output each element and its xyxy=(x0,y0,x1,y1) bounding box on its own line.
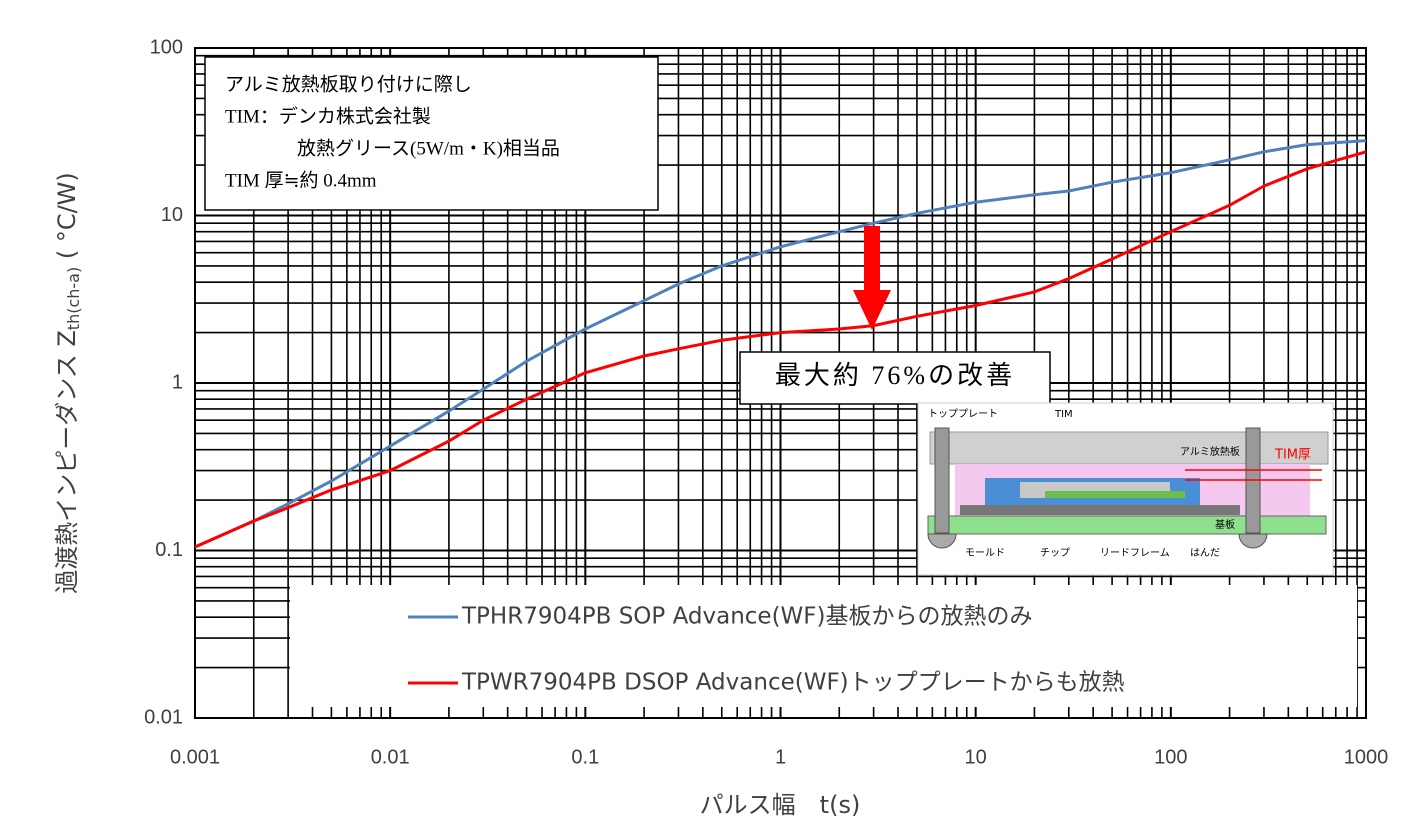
x-tick-label: 0.1 xyxy=(571,746,599,768)
inset-label: アルミ放熱板 xyxy=(1180,445,1240,458)
y-tick-label: 0.01 xyxy=(144,706,183,728)
annotation-line: TIM 厚≒約 0.4mm xyxy=(225,169,377,191)
y-axis-title-sub: th(ch-a) xyxy=(64,267,83,330)
lead-frame xyxy=(960,505,1240,515)
inset-label: トッププレート xyxy=(928,408,998,420)
x-tick-label: 0.01 xyxy=(371,746,410,768)
inset-label: 基板 xyxy=(1215,518,1235,531)
annotation-line: アルミ放熱板取り付けに際し xyxy=(225,73,472,95)
x-tick-label: 0.001 xyxy=(170,746,220,768)
inset-label: リードフレーム xyxy=(1100,547,1170,559)
y-axis-title-unit: ( °C/W) xyxy=(53,172,81,267)
inset-diagram: トッププレート TIM アルミ放熱板 TIM厚 基板 モールド チップ リードフ… xyxy=(918,403,1333,575)
arrow-shaft xyxy=(864,226,880,292)
x-tick-label: 1 xyxy=(775,746,786,768)
screw xyxy=(935,428,949,533)
legend-label: TPHR7904PB SOP Advance(WF)基板からの放熱のみ xyxy=(461,604,1033,630)
y-tick-label: 10 xyxy=(161,204,183,226)
inset-label: はんだ xyxy=(1190,547,1220,559)
y-tick-label: 1 xyxy=(172,371,183,393)
x-axis-title: パルス幅 t(s) xyxy=(700,791,861,819)
board xyxy=(928,516,1326,534)
x-tick-label: 100 xyxy=(1154,746,1187,768)
chart: TPHR7904PB SOP Advance(WF)基板からの放熱のみ TPWR7… xyxy=(0,0,1419,828)
annotation-line: TIM：デンカ株式会社製 xyxy=(225,105,431,127)
inset-label: TIM xyxy=(1054,409,1073,420)
chip xyxy=(1045,491,1185,498)
legend-label: TPWR7904PB DSOP Advance(WF)トッププレートからも放熱 xyxy=(461,670,1125,696)
annotation-box: アルミ放熱板取り付けに際し TIM：デンカ株式会社製 放熱グリース(5W/m・K… xyxy=(205,57,658,210)
legend: TPHR7904PB SOP Advance(WF)基板からの放熱のみ TPWR7… xyxy=(290,585,1357,707)
y-tick-label: 0.1 xyxy=(155,539,183,561)
y-tick-label: 100 xyxy=(150,36,183,58)
annotation-line: 放熱グリース(5W/m・K)相当品 xyxy=(297,137,560,159)
inset-label: TIM厚 xyxy=(1274,448,1311,463)
inset-label: モールド xyxy=(965,548,1005,559)
heat-sink xyxy=(930,432,1328,464)
inset-label: チップ xyxy=(1040,547,1070,559)
y-axis-title: 過渡熱インピーダンス Zth(ch-a) ( °C/W) xyxy=(53,172,83,594)
y-axis-title-main: 過渡熱インピーダンス Z xyxy=(53,330,81,594)
x-tick-label: 1000 xyxy=(1344,746,1389,768)
x-tick-label: 10 xyxy=(965,746,987,768)
callout-text: 最大約 76%の改善 xyxy=(775,361,1015,390)
